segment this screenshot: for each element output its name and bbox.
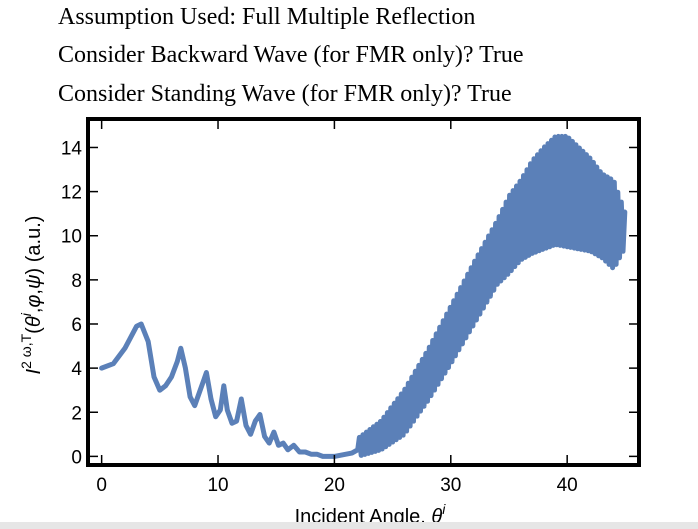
series-line (99, 133, 628, 459)
y-tick-label: 14 (61, 138, 83, 159)
heading-standing-wave: Consider Standing Wave (for FMR only)? T… (58, 81, 512, 107)
x-tick-label: 10 (207, 475, 228, 496)
x-tick-label: 20 (324, 475, 345, 496)
axis-ticks: 0 10 20 30 40 0 2 4 6 8 10 12 14 (61, 119, 639, 496)
plot-frame (86, 117, 641, 467)
y-tick-label: 0 (71, 447, 82, 468)
y-tick-label: 10 (61, 227, 82, 248)
y-tick-label: 2 (71, 403, 82, 424)
x-tick-label: 0 (96, 475, 107, 496)
y-tick-label: 6 (71, 315, 82, 336)
heading-backward-wave: Consider Backward Wave (for FMR only)? T… (58, 42, 524, 68)
x-tick-label: 40 (557, 475, 578, 496)
y-tick-label: 12 (61, 183, 82, 204)
y-axis-title: I2 ω,T(θi,φ,ψ) (a.u.) (18, 216, 45, 375)
y-tick-label: 4 (71, 359, 82, 380)
y-tick-label: 8 (71, 271, 82, 292)
plot-area (99, 133, 628, 459)
heading-assumption: Assumption Used: Full Multiple Reflectio… (58, 4, 476, 30)
x-tick-label: 30 (440, 475, 461, 496)
window-bottom-edge (0, 522, 698, 529)
y-axis-label: I2 ω,T(θi,φ,ψ) (a.u.) (18, 216, 45, 375)
